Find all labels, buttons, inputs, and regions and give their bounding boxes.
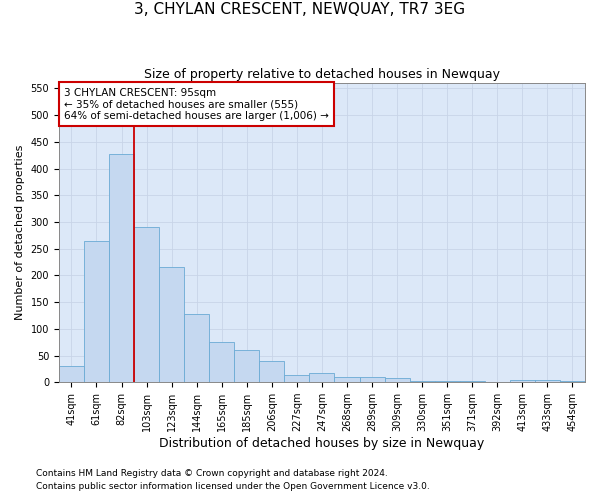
Bar	[334, 378, 359, 382]
Bar	[560, 381, 585, 382]
Bar	[134, 228, 159, 382]
Bar	[234, 350, 259, 382]
Bar	[510, 380, 535, 382]
Bar	[84, 240, 109, 382]
Bar	[434, 380, 460, 382]
Bar	[410, 380, 434, 382]
X-axis label: Distribution of detached houses by size in Newquay: Distribution of detached houses by size …	[160, 437, 485, 450]
Bar	[159, 268, 184, 382]
Bar	[284, 376, 310, 382]
Bar	[460, 380, 485, 382]
Bar	[385, 378, 410, 382]
Title: Size of property relative to detached houses in Newquay: Size of property relative to detached ho…	[144, 68, 500, 80]
Bar	[259, 361, 284, 382]
Bar	[109, 154, 134, 382]
Text: 3 CHYLAN CRESCENT: 95sqm
← 35% of detached houses are smaller (555)
64% of semi-: 3 CHYLAN CRESCENT: 95sqm ← 35% of detach…	[64, 88, 329, 120]
Y-axis label: Number of detached properties: Number of detached properties	[15, 145, 25, 320]
Text: Contains HM Land Registry data © Crown copyright and database right 2024.: Contains HM Land Registry data © Crown c…	[36, 468, 388, 477]
Bar	[184, 314, 209, 382]
Text: Contains public sector information licensed under the Open Government Licence v3: Contains public sector information licen…	[36, 482, 430, 491]
Bar	[59, 366, 84, 382]
Text: 3, CHYLAN CRESCENT, NEWQUAY, TR7 3EG: 3, CHYLAN CRESCENT, NEWQUAY, TR7 3EG	[134, 2, 466, 18]
Bar	[310, 373, 334, 382]
Bar	[359, 377, 385, 382]
Bar	[535, 380, 560, 382]
Bar	[209, 342, 234, 382]
